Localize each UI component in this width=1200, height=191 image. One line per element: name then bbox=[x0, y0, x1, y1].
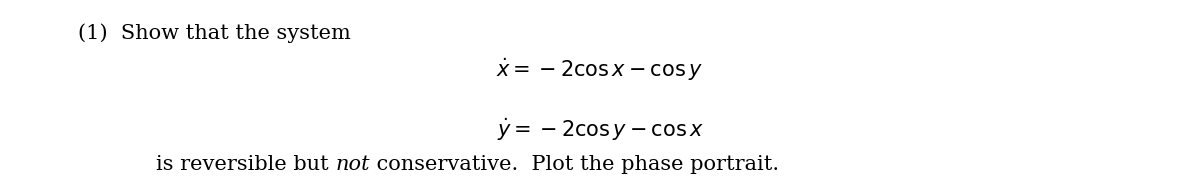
Text: is reversible but: is reversible but bbox=[156, 155, 335, 174]
Text: conservative.  Plot the phase portrait.: conservative. Plot the phase portrait. bbox=[370, 155, 779, 174]
Text: (1)  Show that the system: (1) Show that the system bbox=[78, 23, 350, 43]
Text: $\dot{x} = -2\cos x - \cos y$: $\dot{x} = -2\cos x - \cos y$ bbox=[497, 56, 703, 83]
Text: not: not bbox=[335, 155, 370, 174]
Text: $\dot{y} = -2\cos y - \cos x$: $\dot{y} = -2\cos y - \cos x$ bbox=[497, 117, 703, 143]
